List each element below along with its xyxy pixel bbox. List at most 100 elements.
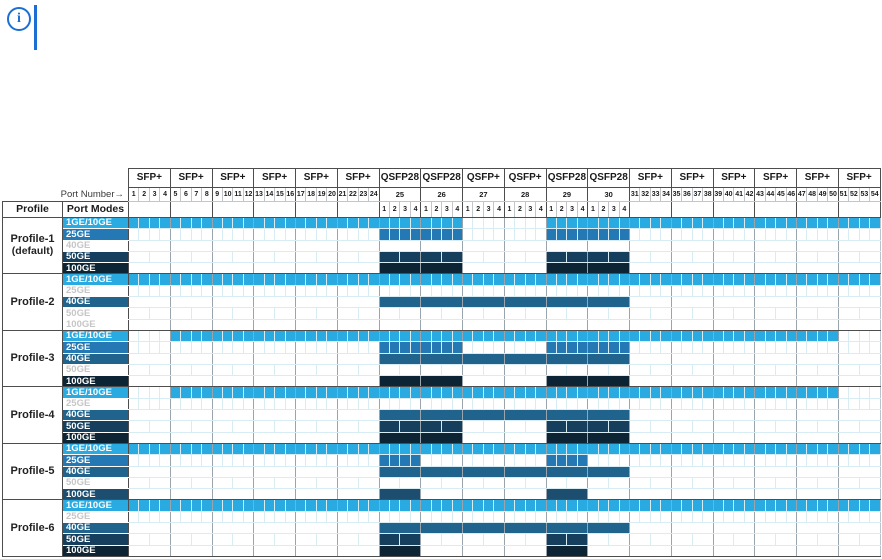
port-number: 41 xyxy=(733,187,745,202)
port-cell xyxy=(284,285,296,298)
port-cell xyxy=(148,228,160,241)
port-cell xyxy=(232,364,254,377)
port-cell xyxy=(775,273,787,286)
port-cell xyxy=(482,499,494,512)
port-cell xyxy=(169,330,181,343)
port-cell xyxy=(503,228,515,241)
port-cell xyxy=(660,330,672,343)
port-cell xyxy=(190,398,202,411)
port-cell xyxy=(514,228,526,241)
port-cell xyxy=(420,443,432,456)
port-cell xyxy=(378,432,421,444)
port-cell xyxy=(190,341,202,354)
port-cell xyxy=(670,273,682,286)
group-type-header: SFP+ xyxy=(754,168,797,188)
port-cell xyxy=(722,511,734,524)
port-cell xyxy=(138,228,150,241)
port-cell xyxy=(649,217,661,230)
port-cell xyxy=(691,443,703,456)
port-cell xyxy=(190,307,212,320)
mode-label: 25GE xyxy=(62,454,129,467)
port-cell xyxy=(555,454,567,467)
port-cell xyxy=(608,386,620,399)
port-cell xyxy=(649,454,661,467)
port-cell xyxy=(639,330,651,343)
port-cell xyxy=(733,454,745,467)
port-cell xyxy=(681,511,693,524)
port-cell xyxy=(785,341,797,354)
port-cell xyxy=(305,499,317,512)
port-cell xyxy=(754,273,766,286)
port-cell xyxy=(347,454,359,467)
port-cell xyxy=(660,398,672,411)
port-cell xyxy=(462,307,484,320)
port-cell xyxy=(211,477,233,490)
port-cell xyxy=(649,364,672,377)
port-cell xyxy=(754,522,797,535)
port-cell xyxy=(670,217,682,230)
mode-label: 40GE xyxy=(62,353,129,365)
port-cell xyxy=(326,386,338,399)
port-cell xyxy=(587,533,609,546)
mode-label: 100GE xyxy=(62,488,129,501)
port-number: 7 xyxy=(190,187,202,202)
port-cell xyxy=(368,273,379,286)
port-cell xyxy=(712,409,755,422)
port-cell xyxy=(712,443,724,456)
port-cell xyxy=(253,533,275,546)
port-cell xyxy=(242,273,254,286)
port-cell xyxy=(368,330,379,343)
port-cell xyxy=(535,217,546,230)
port-number: 39 xyxy=(712,187,724,202)
port-cell xyxy=(660,217,672,230)
port-cell xyxy=(127,228,139,241)
port-cell xyxy=(326,443,338,456)
port-cell xyxy=(587,386,599,399)
port-cell xyxy=(816,420,839,433)
port-cell xyxy=(587,319,630,331)
port-cell xyxy=(232,330,244,343)
port-cell xyxy=(315,217,327,230)
port-cell xyxy=(482,398,494,411)
mode-label: 100GE xyxy=(62,262,129,275)
port-cell xyxy=(608,511,620,524)
port-cell xyxy=(148,285,160,298)
port-cell xyxy=(670,533,693,546)
port-cell xyxy=(336,330,348,343)
port-cell xyxy=(441,330,453,343)
port-cell xyxy=(493,454,505,467)
port-cell xyxy=(441,499,453,512)
port-cell xyxy=(336,262,379,275)
port-cell xyxy=(837,217,849,230)
port-cell xyxy=(128,307,150,320)
port-cell xyxy=(806,273,818,286)
port-cell xyxy=(503,364,526,377)
lane-number: 4 xyxy=(409,201,421,218)
profile-name: Profile-2 xyxy=(2,273,63,331)
port-cell xyxy=(472,330,484,343)
port-cell xyxy=(754,307,776,320)
port-cell xyxy=(649,511,661,524)
port-cell xyxy=(796,545,839,557)
port-cell xyxy=(555,386,567,399)
port-cell xyxy=(670,251,693,264)
group-type-header: SFP+ xyxy=(837,168,881,188)
port-cell xyxy=(848,386,860,399)
port-cell xyxy=(681,285,693,298)
port-number: 33 xyxy=(649,187,661,202)
port-cell xyxy=(597,341,609,354)
port-cell xyxy=(837,341,849,354)
port-cell xyxy=(660,499,672,512)
port-cell xyxy=(670,364,693,377)
port-cell xyxy=(545,398,557,411)
port-cell xyxy=(347,285,359,298)
port-cell xyxy=(503,499,515,512)
port-cell xyxy=(430,217,442,230)
port-cell xyxy=(712,353,755,365)
port-cell xyxy=(535,228,546,241)
port-cell xyxy=(263,499,275,512)
port-cell xyxy=(232,228,244,241)
port-cell xyxy=(503,262,546,275)
port-cell xyxy=(629,522,672,535)
port-cell xyxy=(837,409,881,422)
